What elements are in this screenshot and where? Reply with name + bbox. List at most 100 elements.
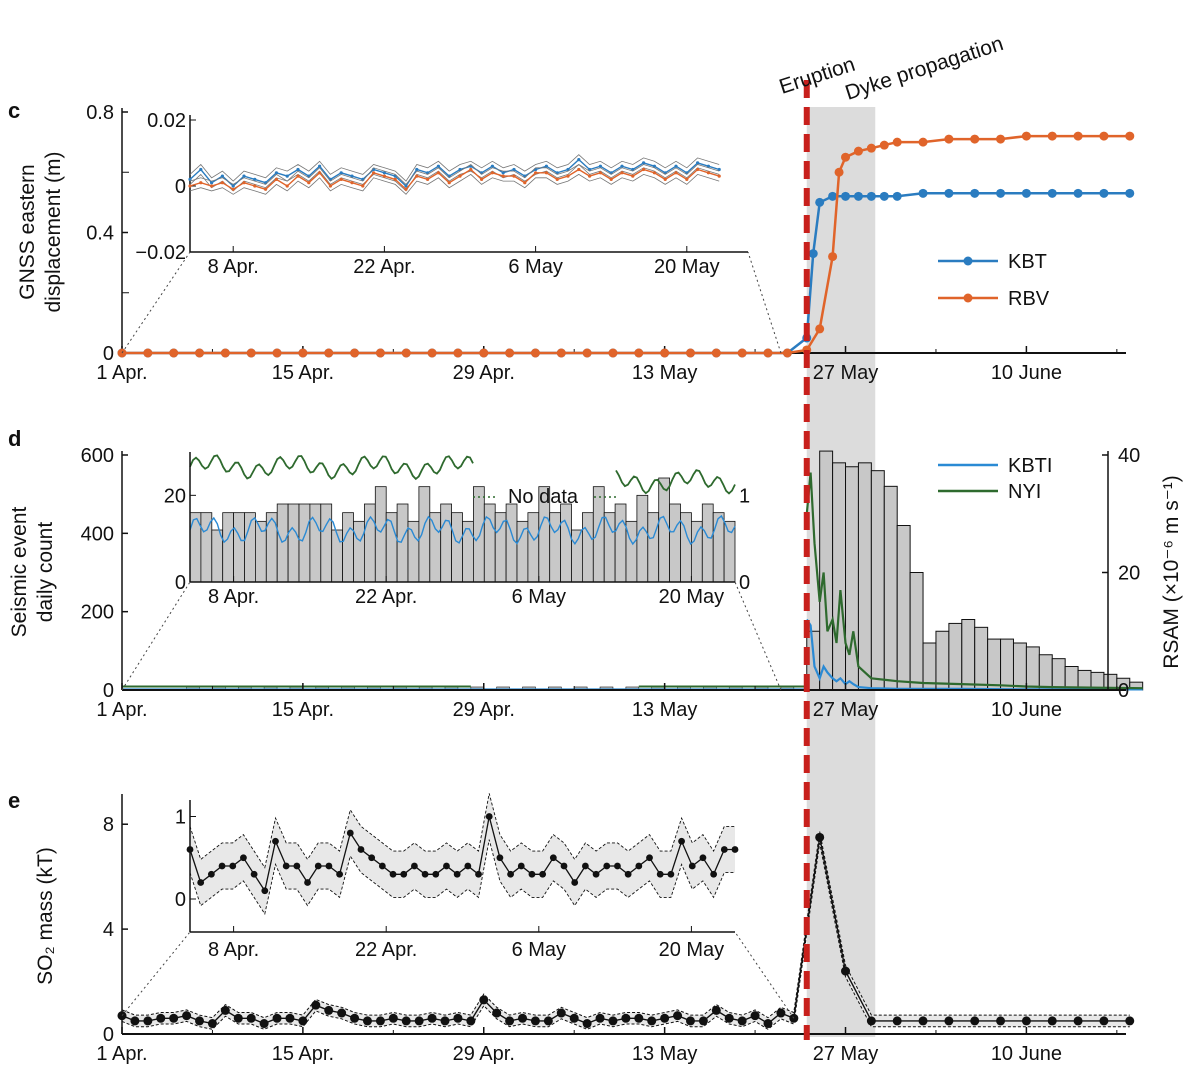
panel-e-so2-point — [337, 1008, 347, 1018]
panel-c-inset-point — [544, 171, 549, 175]
panel-d-inset-bar — [571, 529, 583, 583]
panel-c-inset-error-band — [189, 173, 720, 195]
panel-c-inset-point — [274, 177, 278, 181]
panel-e-y-axis-label: SO₂ mass (kT) — [34, 847, 57, 985]
panel-e-so2-point — [169, 1013, 179, 1023]
panel-c-inset-point — [652, 164, 657, 168]
panel-c-point-rbv — [324, 348, 334, 358]
panel-e-inset-point — [261, 887, 269, 895]
panel-c-inset-point — [534, 171, 538, 175]
panel-c-inset-point — [404, 184, 408, 188]
panel-e-so2-point — [182, 1011, 192, 1021]
panel-e-so2-point — [970, 1016, 980, 1026]
panel-c-point-rbv — [195, 348, 205, 358]
panel-d-bar — [1051, 658, 1066, 691]
panel-c-inset-point — [674, 164, 678, 168]
panel-e-y-tick-label: 0 — [103, 1024, 114, 1046]
panel-c-point-rbv — [375, 348, 385, 358]
panel-c-inset-point — [296, 167, 300, 172]
panel-e-so2-point — [918, 1016, 928, 1026]
panel-c-inset-point — [598, 171, 603, 175]
panel-c-point-kbt — [996, 188, 1006, 198]
panel-e-so2-point — [1099, 1016, 1109, 1026]
panel-c-inset-point — [480, 177, 484, 181]
panel-c-inset-point — [512, 174, 516, 178]
panel-c-inset-point — [415, 167, 419, 172]
panel-d-inset-bar — [505, 503, 518, 583]
panel-e-inset-point — [688, 862, 696, 870]
panel-c-y-tick-label: 0.4 — [86, 223, 114, 245]
panel-e-inset-point — [240, 854, 247, 862]
panel-d-bar — [1012, 642, 1027, 691]
panel-e-so2-point — [815, 832, 825, 842]
panel-d-legend-label: NYI — [1008, 481, 1041, 503]
panel-d-inset-bar — [603, 512, 616, 583]
panel-c-point-rbv — [685, 348, 695, 358]
panel-d-inset-x-tick-label: 8 Apr. — [208, 586, 259, 608]
panel-c-point-rbv — [505, 348, 515, 358]
panel-c-inset-point — [382, 171, 386, 175]
panel-e-so2-point — [530, 1016, 540, 1026]
panel-c-gnss: c 1 Apr. 15 Apr. 29 Apr. 13 May 27 May 10 June… — [8, 98, 1135, 384]
panel-e-so2-point — [453, 1013, 463, 1023]
panel-d-bar — [870, 470, 885, 691]
panel-e-so2-point — [401, 1016, 411, 1026]
panel-e-so2-point — [246, 1013, 256, 1023]
panel-e-so2-point — [350, 1013, 360, 1023]
panel-e-inset-point — [378, 862, 386, 870]
panel-c-point-rbv — [401, 348, 411, 358]
panel-c-inset-point — [696, 167, 700, 172]
panel-e-so2-point — [492, 1008, 502, 1018]
panel-d-y-tick-label: 600 — [81, 445, 114, 467]
panel-c-inset-point — [620, 164, 624, 168]
panel-c-inset-point — [361, 184, 365, 188]
panel-d-bar — [935, 630, 950, 691]
panel-e-inset-point — [507, 870, 514, 878]
panel-c-x-tick-label: 29 Apr. — [453, 362, 515, 384]
panel-c-point-rbv — [815, 324, 825, 334]
panel-e-so2-point — [311, 1000, 321, 1010]
panel-e-inset-point — [453, 870, 461, 878]
panel-c-inset-point — [706, 171, 711, 175]
panel-e-inset-connector — [734, 931, 795, 1019]
panel-e-inset-x-tick-label: 6 May — [512, 939, 566, 961]
panel-d-inset-bar — [494, 512, 507, 583]
panel-e-inset-y-tick-label: 1 — [175, 807, 186, 829]
panel-d-inset-bar — [472, 486, 485, 583]
panel-c-point-kbt — [892, 191, 902, 201]
panel-c-point-kbt — [866, 191, 876, 201]
panel-d-inset-bar — [429, 512, 442, 583]
panel-c-point-kbt — [815, 197, 825, 207]
panel-d-y-tick-label: 0 — [103, 680, 114, 702]
panel-c-y-tick-label: 0 — [103, 343, 114, 365]
panel-c-inset-point — [588, 174, 592, 178]
panel-c-point-rbv — [1125, 131, 1135, 141]
panel-c-point-kbt — [1125, 188, 1135, 198]
panel-d-inset-bar — [614, 503, 627, 583]
panel-e-so2-point — [556, 1008, 566, 1018]
panel-c-inset-point — [264, 187, 268, 191]
panel-e-so2-point — [569, 1013, 579, 1023]
panel-c-point-rbv — [996, 134, 1006, 144]
panel-c-inset-point — [512, 167, 516, 172]
panel-c-inset-point — [307, 181, 311, 185]
panel-c-inset-point — [577, 158, 581, 162]
panel-c-inset-point — [436, 171, 440, 175]
dyke-propagation-label: Dyke propagation — [842, 32, 1006, 105]
panel-e-inset-point — [667, 870, 675, 878]
panel-e-so2-point — [595, 1013, 605, 1023]
panel-d-x-tick-label: 15 Apr. — [272, 699, 334, 721]
panel-e-so2-point — [673, 1011, 683, 1021]
panel-c-inset-point — [717, 174, 721, 178]
panel-c-x-tick-label: 1 Apr. — [96, 362, 147, 384]
panel-e-so2-point — [156, 1013, 166, 1023]
panel-e-inset-point — [699, 854, 707, 862]
panel-c-x-tick-label: 15 Apr. — [272, 362, 334, 384]
panel-e-inset-point — [731, 846, 739, 853]
panel-c-inset-connector — [747, 251, 782, 354]
panel-e-so2-point — [996, 1016, 1006, 1026]
panel-c-legend-marker — [963, 256, 973, 266]
panel-d-inset-bar — [527, 512, 540, 583]
panel-c-inset-point — [199, 167, 203, 172]
